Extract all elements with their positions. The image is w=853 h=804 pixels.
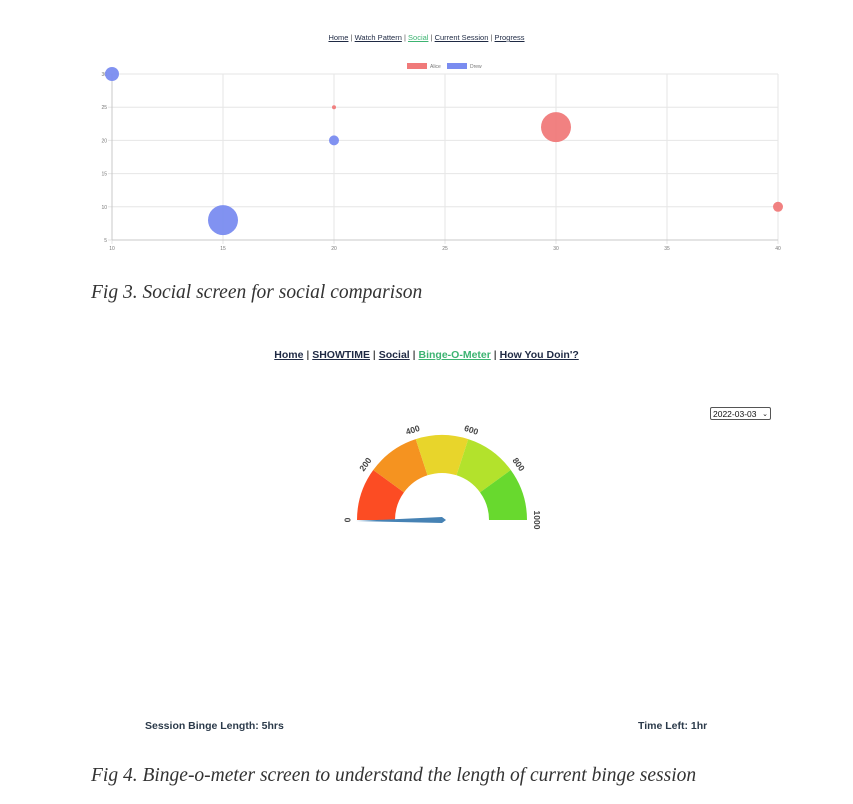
gauge-tick-label: 0 bbox=[342, 517, 352, 522]
gauge-segment bbox=[480, 470, 527, 520]
y-tick-label: 30 bbox=[101, 72, 107, 78]
x-tick-label: 25 bbox=[442, 246, 448, 252]
nav-separator: | bbox=[372, 349, 376, 361]
nav-link-home[interactable]: Home bbox=[274, 349, 304, 361]
figure-3-caption: Fig 3. Social screen for social comparis… bbox=[91, 282, 423, 303]
nav-separator: | bbox=[412, 349, 416, 361]
figure-4-caption: Fig 4. Binge-o-meter screen to understan… bbox=[91, 765, 697, 786]
gauge-segment bbox=[373, 439, 428, 493]
gauge-segment bbox=[415, 435, 469, 476]
gauge-tick-label: 400 bbox=[404, 423, 421, 437]
nav-link-binge-o-meter[interactable]: Binge-O-Meter bbox=[418, 349, 491, 361]
nav-link-current-session[interactable]: Current Session bbox=[434, 33, 489, 42]
nav-separator: | bbox=[350, 33, 353, 42]
nav-link-social[interactable]: Social bbox=[408, 33, 429, 42]
bubble-point-drew bbox=[329, 135, 339, 146]
y-tick-label: 10 bbox=[101, 205, 107, 211]
nav-link-home[interactable]: Home bbox=[328, 33, 349, 42]
nav-link-showtime[interactable]: SHOWTIME bbox=[312, 349, 370, 361]
nav-separator: | bbox=[493, 349, 497, 361]
binge-nav-bar: Home | SHOWTIME | Social | Binge-O-Meter… bbox=[0, 349, 853, 361]
y-tick-label: 25 bbox=[101, 105, 107, 111]
time-left: Time Left: 1hr bbox=[638, 720, 708, 732]
chevron-down-icon: ⌄ bbox=[762, 410, 768, 418]
gauge-tick-label: 600 bbox=[463, 423, 480, 437]
nav-separator: | bbox=[306, 349, 310, 361]
gauge-tick-label: 1000 bbox=[532, 511, 542, 530]
gauge-segment bbox=[357, 470, 404, 520]
legend-swatch-drew bbox=[447, 63, 467, 69]
nav-separator: | bbox=[403, 33, 406, 42]
bubble-point-alice bbox=[332, 105, 336, 110]
bubble-point-drew bbox=[105, 67, 119, 81]
gauge-tick-label: 800 bbox=[510, 456, 527, 474]
social-nav-bar: Home | Watch Pattern | Social | Current … bbox=[0, 33, 853, 42]
x-tick-label: 15 bbox=[220, 246, 226, 252]
y-tick-label: 15 bbox=[101, 172, 107, 178]
x-tick-label: 10 bbox=[109, 246, 115, 252]
legend-label-drew: Drew bbox=[470, 64, 482, 70]
y-tick-label: 20 bbox=[101, 138, 107, 144]
x-tick-label: 20 bbox=[331, 246, 337, 252]
legend-swatch-alice bbox=[407, 63, 427, 69]
date-select[interactable]: 2022-03-03 ⌄ bbox=[710, 407, 771, 420]
bubble-point-alice bbox=[773, 201, 783, 212]
nav-link-watch-pattern[interactable]: Watch Pattern bbox=[354, 33, 402, 42]
bubble-point-alice bbox=[541, 112, 571, 143]
nav-link-social[interactable]: Social bbox=[378, 349, 410, 361]
nav-separator: | bbox=[490, 33, 493, 42]
nav-link-how-you-doin[interactable]: How You Doin'? bbox=[499, 349, 579, 361]
x-tick-label: 40 bbox=[775, 246, 781, 252]
binge-o-meter-gauge: 0 200 400 600 800 1000 bbox=[342, 423, 542, 530]
nav-link-progress[interactable]: Progress bbox=[494, 33, 525, 42]
nav-separator: | bbox=[430, 33, 433, 42]
session-binge-length: Session Binge Length: 5hrs bbox=[145, 720, 284, 732]
x-tick-label: 30 bbox=[553, 246, 559, 252]
legend-label-alice: Alice bbox=[430, 64, 441, 70]
gauge-segment bbox=[456, 439, 511, 493]
gauge-needle bbox=[356, 517, 446, 523]
date-select-value: 2022-03-03 bbox=[713, 408, 757, 419]
y-tick-label: 5 bbox=[104, 238, 107, 244]
bubble-point-drew bbox=[208, 205, 238, 236]
gauge-tick-label: 200 bbox=[357, 455, 374, 473]
x-tick-label: 35 bbox=[664, 246, 670, 252]
